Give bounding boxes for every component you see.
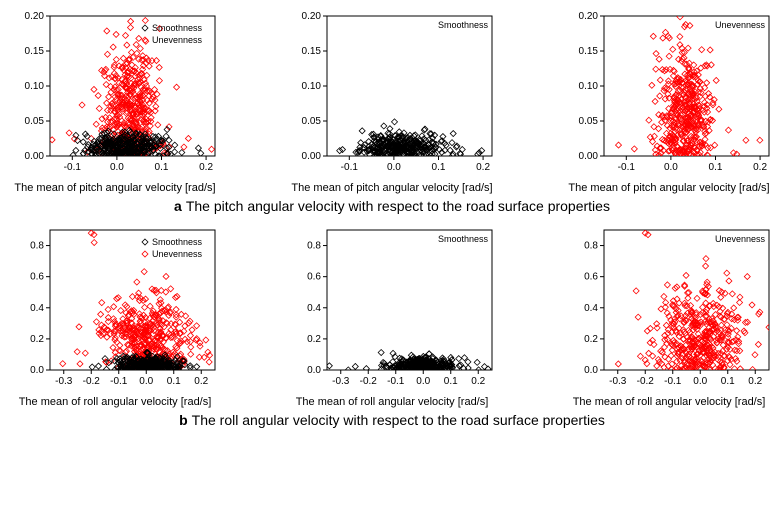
svg-text:0.2: 0.2 (199, 162, 213, 173)
svg-text:0.2: 0.2 (584, 334, 598, 345)
scatter-panel: -0.3 -0.2 -0.1 0.0 0.1 0.2 0.0 0.2 0.4 0.6 0.8 Smoo… (10, 224, 220, 394)
svg-text:-0.1: -0.1 (387, 376, 405, 387)
svg-text:-0.1: -0.1 (618, 162, 636, 173)
svg-text:-0.1: -0.1 (64, 162, 82, 173)
scatter-panel: -0.1 0.0 0.1 0.2 0.00 0.05 0.10 0.15 0.20 Smoothn… (287, 10, 497, 180)
svg-text:0.6: 0.6 (30, 272, 44, 283)
panel: The variance ofpitch angular velocity [r… (10, 10, 220, 194)
svg-text:0.8: 0.8 (584, 241, 598, 252)
svg-text:0.0: 0.0 (110, 162, 124, 173)
svg-text:0.10: 0.10 (302, 81, 322, 92)
x-axis-label: The mean of roll angular velocity [rad/s… (287, 396, 497, 408)
svg-text:0.6: 0.6 (584, 272, 598, 283)
scatter-panel: -0.3 -0.2 -0.1 0.0 0.1 0.2 0.0 0.2 0.4 0.6 0.8 Unev… (564, 224, 774, 394)
svg-text:0.8: 0.8 (30, 241, 44, 252)
svg-text:0.0: 0.0 (307, 365, 321, 376)
svg-text:0.2: 0.2 (194, 376, 208, 387)
svg-text:-0.2: -0.2 (83, 376, 101, 387)
svg-text:-0.3: -0.3 (609, 376, 627, 387)
panel: -0.3 -0.2 -0.1 0.0 0.1 0.2 0.0 0.2 0.4 0.6 0.8 Smoo… (287, 224, 497, 408)
x-axis-label: The mean of pitch angular velocity [rad/… (287, 182, 497, 194)
svg-text:0.0: 0.0 (693, 376, 707, 387)
svg-text:0.0: 0.0 (664, 162, 678, 173)
svg-text:Unevenness: Unevenness (152, 249, 203, 259)
scatter-panel: -0.1 0.0 0.1 0.2 0.00 0.05 0.10 0.15 0.20 Smoothn… (10, 10, 220, 180)
panel: -0.3 -0.2 -0.1 0.0 0.1 0.2 0.0 0.2 0.4 0.6 0.8 Unev… (564, 224, 774, 408)
svg-text:Smoothness: Smoothness (152, 237, 203, 247)
svg-text:0.1: 0.1 (709, 162, 723, 173)
svg-text:Unevenness: Unevenness (715, 234, 766, 244)
svg-text:-0.1: -0.1 (664, 376, 682, 387)
svg-text:-0.3: -0.3 (332, 376, 350, 387)
svg-text:0.0: 0.0 (387, 162, 401, 173)
svg-text:Unevenness: Unevenness (715, 20, 766, 30)
svg-text:-0.2: -0.2 (637, 376, 655, 387)
caption-b-letter: b (179, 412, 188, 428)
caption-b: bThe roll angular velocity with respect … (10, 412, 774, 428)
svg-text:0.15: 0.15 (579, 46, 599, 57)
svg-text:0.1: 0.1 (432, 162, 446, 173)
svg-text:0.05: 0.05 (25, 116, 45, 127)
svg-text:0.05: 0.05 (579, 116, 599, 127)
svg-text:0.0: 0.0 (416, 376, 430, 387)
svg-text:0.8: 0.8 (307, 241, 321, 252)
svg-text:0.20: 0.20 (302, 11, 322, 22)
svg-text:0.10: 0.10 (579, 81, 599, 92)
svg-text:0.15: 0.15 (25, 46, 45, 57)
svg-text:0.00: 0.00 (302, 151, 322, 162)
svg-text:-0.1: -0.1 (341, 162, 359, 173)
svg-text:0.10: 0.10 (25, 81, 45, 92)
x-axis-label: The mean of pitch angular velocity [rad/… (564, 182, 774, 194)
svg-text:0.1: 0.1 (167, 376, 181, 387)
svg-text:0.20: 0.20 (579, 11, 599, 22)
svg-text:0.6: 0.6 (307, 272, 321, 283)
svg-text:0.0: 0.0 (30, 365, 44, 376)
x-axis-label: The mean of roll angular velocity [rad/s… (10, 396, 220, 408)
svg-text:0.00: 0.00 (25, 151, 45, 162)
svg-text:0.0: 0.0 (584, 365, 598, 376)
figure-container: The variance ofpitch angular velocity [r… (10, 10, 774, 428)
panel: -0.1 0.0 0.1 0.2 0.00 0.05 0.10 0.15 0.20 Unevenn… (564, 10, 774, 194)
svg-text:0.1: 0.1 (444, 376, 458, 387)
svg-text:0.2: 0.2 (30, 334, 44, 345)
scatter-panel: -0.1 0.0 0.1 0.2 0.00 0.05 0.10 0.15 0.20 Unevenn… (564, 10, 774, 180)
svg-text:Smoothness: Smoothness (152, 23, 203, 33)
row-b: The variance ofroll angular velocity [ra… (10, 224, 774, 408)
svg-text:0.05: 0.05 (302, 116, 322, 127)
panel: The variance ofroll angular velocity [ra… (10, 224, 220, 408)
svg-text:0.15: 0.15 (302, 46, 322, 57)
scatter-panel: -0.3 -0.2 -0.1 0.0 0.1 0.2 0.0 0.2 0.4 0.6 0.8 Smoo… (287, 224, 497, 394)
svg-text:0.4: 0.4 (30, 303, 44, 314)
caption-a-text: The pitch angular velocity with respect … (186, 198, 610, 214)
svg-text:0.1: 0.1 (155, 162, 169, 173)
svg-text:0.2: 0.2 (471, 376, 485, 387)
svg-text:0.1: 0.1 (721, 376, 735, 387)
svg-text:0.00: 0.00 (579, 151, 599, 162)
caption-a: aThe pitch angular velocity with respect… (10, 198, 774, 214)
svg-text:-0.1: -0.1 (110, 376, 128, 387)
svg-text:0.2: 0.2 (753, 162, 767, 173)
caption-b-text: The roll angular velocity with respect t… (192, 412, 605, 428)
panel: -0.1 0.0 0.1 0.2 0.00 0.05 0.10 0.15 0.20 Smoothn… (287, 10, 497, 194)
svg-text:-0.2: -0.2 (360, 376, 378, 387)
x-axis-label: The mean of roll angular velocity [rad/s… (564, 396, 774, 408)
svg-text:-0.3: -0.3 (55, 376, 73, 387)
svg-text:0.4: 0.4 (584, 303, 598, 314)
svg-text:0.20: 0.20 (25, 11, 45, 22)
x-axis-label: The mean of pitch angular velocity [rad/… (10, 182, 220, 194)
svg-text:0.2: 0.2 (476, 162, 490, 173)
svg-text:0.4: 0.4 (307, 303, 321, 314)
svg-text:Unevenness: Unevenness (152, 35, 203, 45)
caption-a-letter: a (174, 198, 182, 214)
svg-text:0.2: 0.2 (748, 376, 762, 387)
svg-text:0.2: 0.2 (307, 334, 321, 345)
row-a: The variance ofpitch angular velocity [r… (10, 10, 774, 194)
svg-text:Smoothness: Smoothness (438, 20, 489, 30)
svg-text:Smoothness: Smoothness (438, 234, 489, 244)
svg-text:0.0: 0.0 (139, 376, 153, 387)
